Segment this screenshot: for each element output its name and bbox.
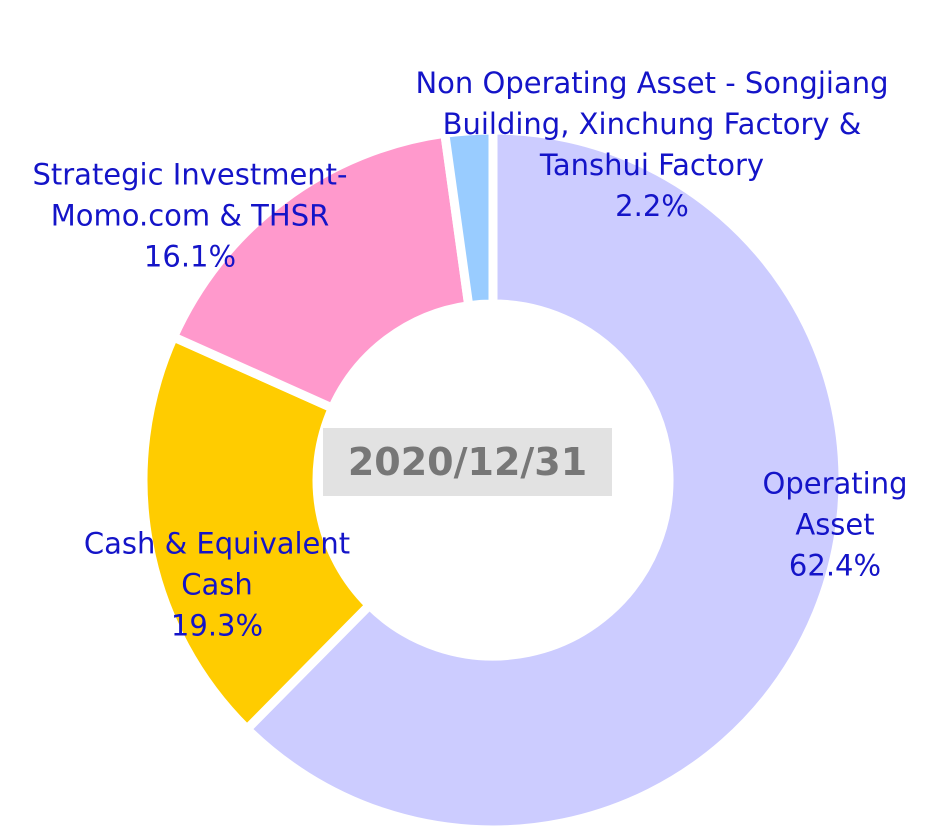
slice-label: Operating Asset 62.4% (740, 464, 929, 587)
slice (167, 128, 474, 415)
slice (138, 331, 376, 736)
category-label: Operating Asset (762, 466, 908, 542)
slice-label: Non Operating Asset - Songjiang Building… (412, 63, 892, 227)
value-label: 19.3% (170, 608, 264, 643)
slice-label: Strategic Investment-Momo.com & THSR 16.1… (15, 155, 365, 278)
category-label: Non Operating Asset - Songjiang Building… (415, 66, 889, 182)
value-label: 2.2% (615, 189, 689, 223)
category-label: Strategic Investment-Momo.com & THSR (32, 157, 348, 233)
center-label: 2020/12/31 (323, 428, 612, 496)
category-label: Cash & Equivalent Cash (83, 526, 351, 602)
slice-label: Cash & Equivalent Cash 19.3% (72, 524, 362, 647)
slice (240, 125, 848, 831)
value-label: 62.4% (788, 548, 882, 583)
value-label: 16.1% (143, 239, 237, 274)
slice (439, 125, 498, 311)
